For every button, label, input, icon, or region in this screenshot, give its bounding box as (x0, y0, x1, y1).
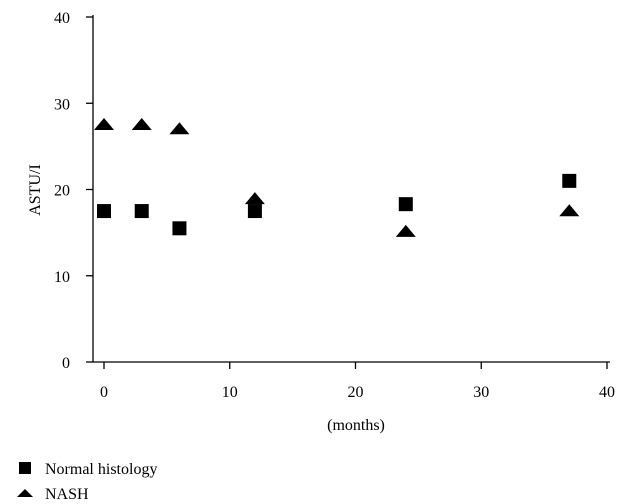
y-tick-label: 30 (54, 96, 70, 113)
y-tick-label: 40 (54, 10, 70, 27)
x-tick-label: 10 (222, 384, 238, 401)
normal-histology-point (562, 173, 577, 188)
nash-point (131, 117, 152, 130)
legend-label-normal-histology: Normal histology (45, 461, 157, 478)
y-tick-label: 10 (54, 269, 70, 286)
normal-histology-point (134, 204, 149, 219)
nash-point (169, 122, 190, 135)
axes: 0 10 20 30 40 0 10 20 30 40 (54, 10, 615, 401)
x-ticks: 0 10 20 30 40 (100, 362, 615, 401)
x-tick-label: 30 (473, 384, 489, 401)
x-tick-label: 0 (100, 384, 108, 401)
nash-point (94, 117, 114, 130)
normal-histology-point (247, 204, 262, 219)
y-tick-label: 20 (54, 183, 70, 200)
x-tick-label: 20 (348, 384, 364, 401)
y-tick-label: 0 (62, 355, 70, 372)
legend-square-icon (19, 462, 31, 474)
y-axis-label: ASTU/I (27, 164, 44, 216)
x-tick-label: 40 (599, 384, 615, 401)
normal-histology-point (172, 221, 187, 236)
legend-label-nash: NASH (45, 486, 89, 503)
legend-triangle-icon (17, 489, 33, 497)
nash-point (244, 192, 265, 205)
data-marks (94, 117, 580, 237)
normal-histology-point (97, 204, 111, 219)
nash-point (395, 224, 416, 237)
y-ticks: 0 10 20 30 40 (54, 10, 93, 372)
x-axis-label: (months) (327, 417, 385, 434)
normal-histology-point (398, 197, 413, 212)
nash-point (559, 204, 580, 217)
legend: Normal histology NASH (17, 461, 157, 503)
